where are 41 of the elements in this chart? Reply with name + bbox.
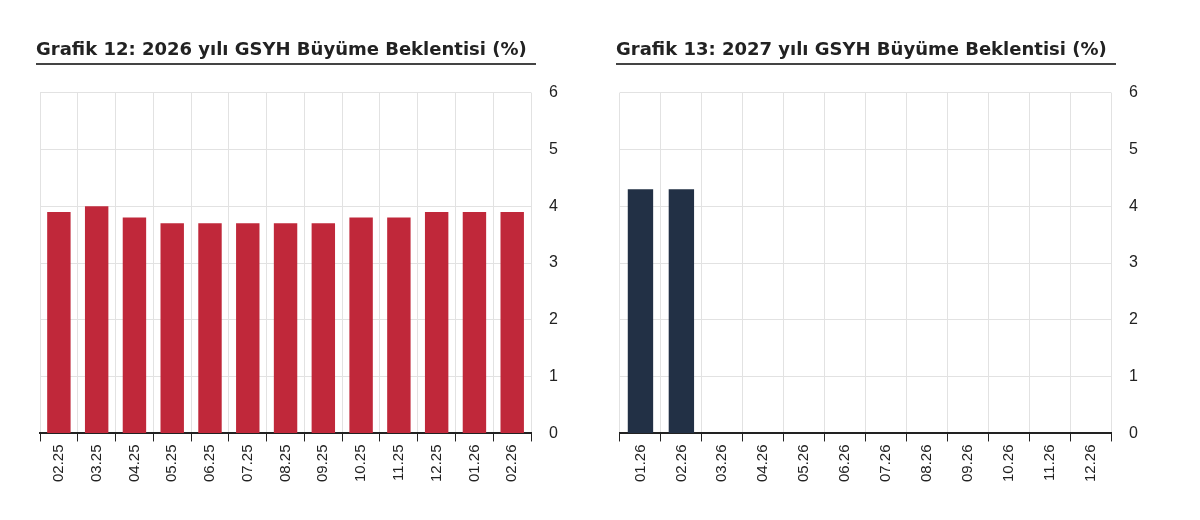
x-tick-label: 11.25	[389, 444, 407, 481]
y-tick-label: 5	[549, 139, 559, 157]
x-tick-label: 11.26	[1039, 444, 1057, 481]
x-tick-label: 10.26	[998, 444, 1016, 483]
x-tick-label: 04.26	[753, 444, 771, 483]
chart-title: Grafik 12: 2026 yılı GSYH Büyüme Beklentisi (%)	[36, 38, 536, 65]
x-tick-label: 01.26	[630, 444, 648, 483]
y-tick-label: 2	[1129, 310, 1139, 328]
chart-title: Grafik 13: 2027 yılı GSYH Büyüme Beklentisi (%)	[616, 38, 1116, 65]
y-tick-label: 5	[1129, 139, 1139, 157]
x-tick-label: 12.26	[1080, 444, 1098, 483]
x-tick-label: 07.26	[876, 444, 894, 483]
x-tick-label: 03.26	[712, 444, 730, 483]
y-tick-label: 1	[549, 367, 559, 385]
x-tick-label: 09.25	[313, 444, 331, 483]
x-tick-label: 02.26	[502, 444, 520, 483]
x-tick-label: 08.26	[917, 444, 935, 483]
y-tick-label: 0	[549, 423, 559, 441]
y-tick-label: 2	[549, 310, 559, 328]
x-tick-label: 12.25	[426, 444, 444, 483]
y-tick-label: 0	[1129, 423, 1139, 441]
x-tick-label: 04.25	[124, 444, 142, 483]
x-tick-label: 06.26	[835, 444, 853, 483]
y-tick-label: 3	[549, 253, 559, 271]
y-tick-label: 4	[549, 196, 559, 214]
y-tick-label: 4	[1129, 196, 1139, 214]
y-tick-label: 3	[1129, 253, 1139, 271]
x-tick-label: 03.25	[86, 444, 104, 483]
y-tick-label: 6	[1129, 83, 1139, 101]
x-tick-label: 10.25	[351, 444, 369, 483]
x-tick-label: 08.25	[275, 444, 293, 483]
x-tick-label: 01.26	[464, 444, 482, 483]
x-tick-label: 05.25	[162, 444, 180, 483]
y-tick-label: 6	[549, 83, 559, 101]
x-tick-label: 07.25	[237, 444, 255, 483]
x-tick-label: 09.26	[958, 444, 975, 483]
y-tick-label: 1	[1129, 367, 1139, 385]
x-tick-label: 05.26	[794, 444, 812, 483]
x-tick-label: 02.26	[671, 444, 689, 483]
x-tick-label: 06.25	[200, 444, 218, 483]
x-tick-label: 02.25	[49, 444, 67, 483]
